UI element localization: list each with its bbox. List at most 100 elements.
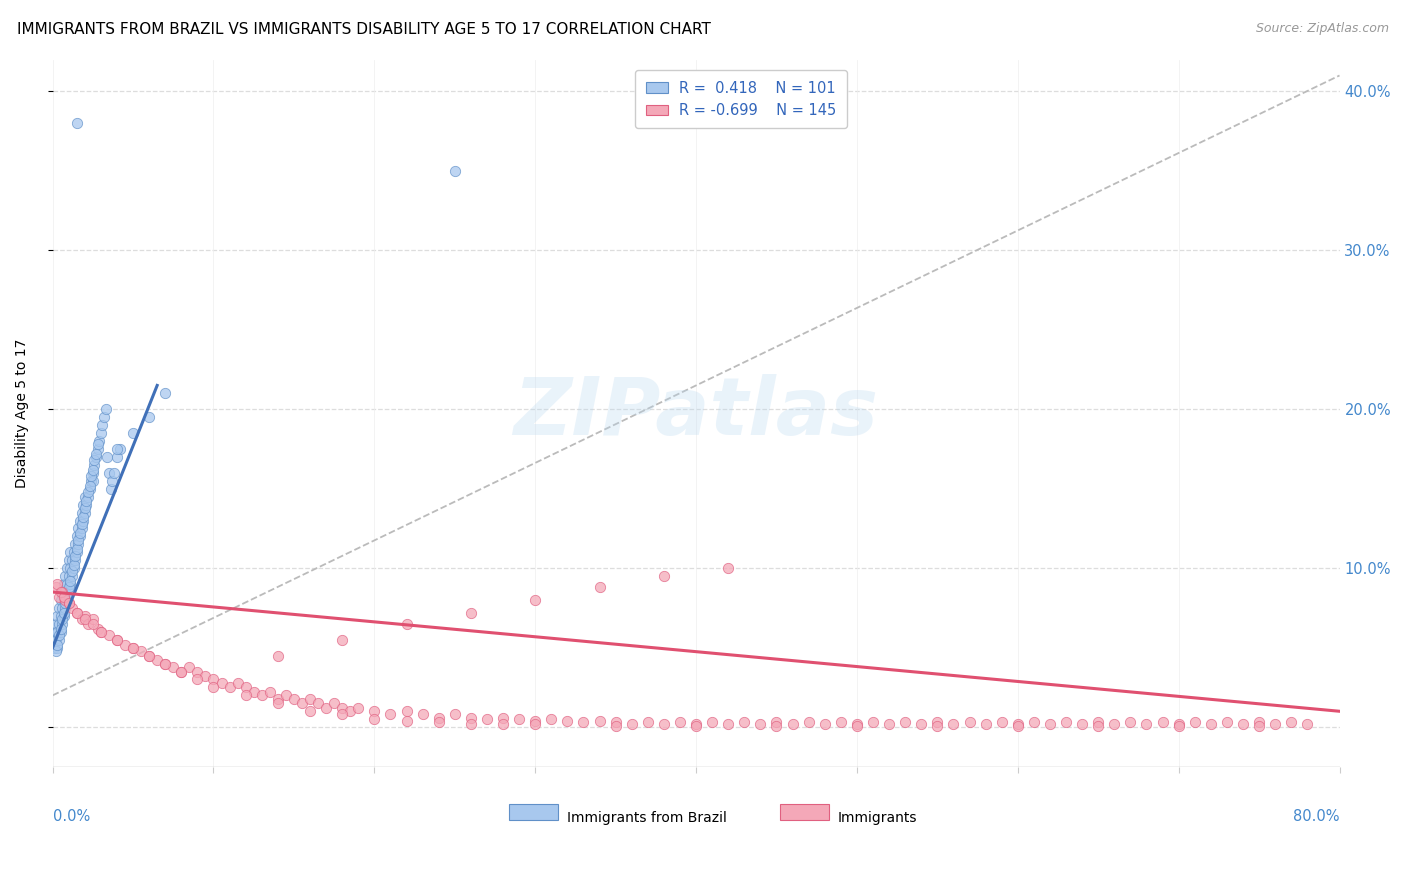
Point bbox=[927, 715, 949, 730]
Point bbox=[508, 712, 530, 726]
Point bbox=[226, 675, 249, 690]
Point bbox=[72, 498, 94, 512]
Point bbox=[974, 717, 997, 731]
Point bbox=[44, 640, 66, 655]
Point bbox=[73, 500, 96, 515]
Point bbox=[443, 164, 465, 178]
Point bbox=[60, 565, 83, 579]
Point bbox=[59, 577, 82, 591]
FancyBboxPatch shape bbox=[509, 805, 558, 820]
Point bbox=[427, 715, 450, 730]
Point bbox=[380, 707, 402, 722]
Point bbox=[845, 718, 868, 732]
Point bbox=[524, 717, 547, 731]
Point bbox=[51, 616, 73, 631]
Point bbox=[62, 561, 84, 575]
Point bbox=[89, 434, 111, 448]
Point bbox=[138, 648, 160, 663]
Point bbox=[66, 529, 89, 543]
Point bbox=[59, 574, 82, 588]
Point bbox=[588, 714, 610, 728]
Point bbox=[605, 715, 627, 730]
Point bbox=[330, 701, 353, 715]
Point bbox=[218, 681, 240, 695]
Point bbox=[48, 616, 70, 631]
Point bbox=[814, 717, 837, 731]
Point bbox=[59, 545, 82, 559]
Point bbox=[1216, 715, 1239, 730]
Point bbox=[52, 606, 75, 620]
Point bbox=[105, 632, 128, 647]
Point bbox=[557, 714, 579, 728]
Point bbox=[395, 704, 418, 718]
Point bbox=[122, 426, 145, 441]
Point bbox=[69, 514, 91, 528]
Point bbox=[1087, 718, 1109, 732]
Point bbox=[56, 593, 79, 607]
Point bbox=[146, 653, 169, 667]
Point bbox=[492, 717, 515, 731]
Point bbox=[1054, 715, 1077, 730]
Point bbox=[170, 665, 193, 679]
Point bbox=[45, 632, 67, 647]
Point bbox=[79, 482, 101, 496]
Point bbox=[652, 717, 675, 731]
Point bbox=[1296, 717, 1319, 731]
Point bbox=[170, 665, 193, 679]
Point bbox=[46, 577, 69, 591]
Point bbox=[86, 622, 108, 636]
Point bbox=[77, 616, 100, 631]
Point bbox=[97, 628, 120, 642]
Text: Source: ZipAtlas.com: Source: ZipAtlas.com bbox=[1256, 22, 1389, 36]
Point bbox=[58, 569, 80, 583]
Point bbox=[46, 608, 69, 623]
Point bbox=[45, 616, 67, 631]
Point bbox=[1279, 715, 1302, 730]
Legend: R =  0.418    N = 101, R = -0.699    N = 145: R = 0.418 N = 101, R = -0.699 N = 145 bbox=[636, 70, 846, 128]
Point bbox=[1249, 718, 1271, 732]
Point bbox=[49, 608, 72, 623]
Point bbox=[101, 474, 124, 488]
Point bbox=[395, 714, 418, 728]
Point bbox=[202, 681, 225, 695]
Point bbox=[56, 561, 79, 575]
Point bbox=[49, 622, 72, 636]
Point bbox=[93, 410, 115, 425]
Point bbox=[70, 506, 93, 520]
Point bbox=[291, 696, 314, 710]
Point bbox=[637, 715, 659, 730]
Point bbox=[1087, 715, 1109, 730]
Y-axis label: Disability Age 5 to 17: Disability Age 5 to 17 bbox=[15, 339, 30, 488]
Point bbox=[105, 450, 128, 464]
Point bbox=[45, 644, 67, 658]
Point bbox=[395, 616, 418, 631]
Point bbox=[103, 466, 125, 480]
Point bbox=[48, 628, 70, 642]
Point bbox=[60, 601, 83, 615]
Point bbox=[202, 673, 225, 687]
Point bbox=[765, 718, 787, 732]
Point bbox=[1135, 717, 1157, 731]
Point bbox=[69, 526, 91, 541]
Point bbox=[66, 116, 89, 130]
Point bbox=[250, 689, 273, 703]
Point bbox=[1264, 717, 1286, 731]
Point bbox=[58, 596, 80, 610]
Point bbox=[749, 717, 772, 731]
Point bbox=[51, 601, 73, 615]
Point bbox=[1071, 717, 1094, 731]
Point bbox=[298, 691, 321, 706]
Point bbox=[460, 711, 482, 725]
Point bbox=[83, 458, 105, 472]
Point bbox=[70, 612, 93, 626]
Point bbox=[114, 638, 136, 652]
Point bbox=[129, 644, 152, 658]
Point bbox=[1184, 715, 1206, 730]
Point bbox=[605, 718, 627, 732]
Point bbox=[540, 712, 562, 726]
Point bbox=[55, 596, 77, 610]
Text: ZIPatlas: ZIPatlas bbox=[513, 375, 879, 452]
Point bbox=[45, 580, 67, 594]
Point bbox=[66, 542, 89, 557]
Point bbox=[443, 707, 465, 722]
